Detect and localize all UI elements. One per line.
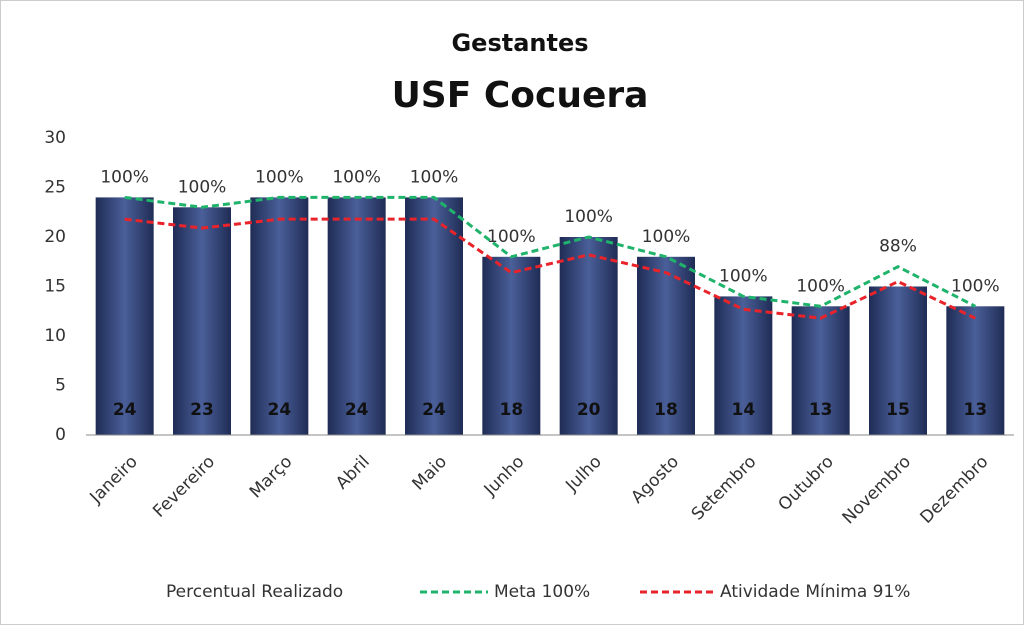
y-tick-label: 0 [55,425,66,445]
bar [173,207,231,435]
legend-label: Atividade Mínima 91% [720,582,910,602]
chart-subtitle: USF Cocuera [392,75,649,116]
legend-label: Percentual Realizado [166,582,343,602]
percent-label: 100% [255,167,304,187]
percent-label: 88% [879,237,917,257]
percent-label: 100% [796,276,845,296]
bar [869,286,927,435]
percent-label: 100% [719,266,768,286]
legend-label: Meta 100% [494,582,590,602]
value-label: 18 [654,400,678,420]
percent-label: 100% [100,167,149,187]
bar [327,197,386,435]
line [124,217,976,320]
value-label: 13 [963,400,987,420]
value-label: 13 [809,400,833,420]
bar [714,296,773,435]
bar [405,197,463,435]
value-label: 15 [886,400,910,420]
value-label: 20 [577,400,601,420]
bar [250,197,309,435]
y-tick-label: 5 [55,376,66,396]
bar [482,256,541,435]
value-label: 24 [422,400,446,420]
percent-label: 100% [487,227,536,247]
bar [559,237,618,435]
percent-label: 100% [332,167,381,187]
bar [946,306,1005,435]
value-label: 23 [190,400,214,420]
y-tick-label: 25 [44,178,66,198]
percent-label: 100% [410,167,459,187]
value-label: 24 [345,400,369,420]
percent-label: 100% [564,207,613,227]
value-label: 24 [113,400,137,420]
percent-label: 100% [642,227,691,247]
value-label: 14 [731,400,755,420]
y-tick-label: 15 [44,277,66,297]
bar [791,306,850,435]
value-label: 24 [267,400,291,420]
y-tick-label: 20 [44,227,66,247]
value-label: 18 [499,400,523,420]
y-tick-label: 10 [44,326,66,346]
bar [637,256,695,435]
percent-label: 100% [951,276,1000,296]
chart-title: Gestantes [451,29,588,57]
bar [95,197,154,435]
percent-label: 100% [178,177,227,197]
y-tick-label: 30 [44,128,66,148]
